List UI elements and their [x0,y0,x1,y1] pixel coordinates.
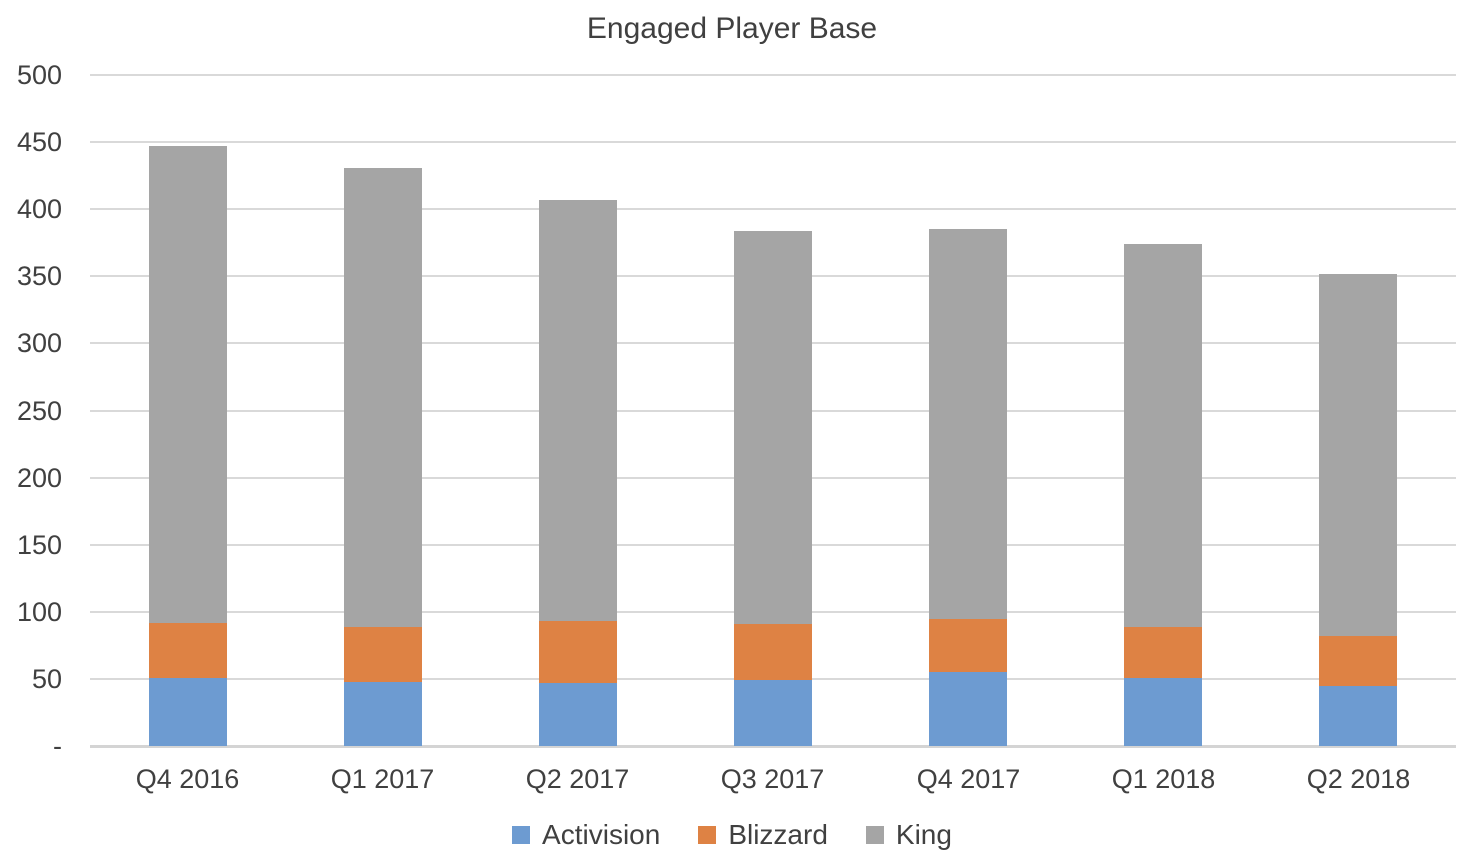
y-tick-label-450: 450 [16,127,62,157]
legend-item-activision: Activision [512,819,660,851]
gridline-400 [90,208,1456,210]
x-category-label-q2-2017: Q2 2017 [525,764,630,794]
x-category-label-q1-2018: Q1 2018 [1111,764,1216,794]
bar-segment-activision-q4-2017 [929,672,1007,746]
y-tick-label-100: 100 [16,597,62,627]
bar-segment-activision-q1-2018 [1124,677,1202,746]
bar-segment-blizzard-q1-2018 [1124,626,1202,678]
legend-swatch-king [865,826,884,844]
y-tick-label-500: 500 [16,60,62,90]
gridline-500 [90,74,1456,76]
bar-segment-activision-q4-2016 [149,677,227,746]
x-category-label-q4-2017: Q4 2017 [916,764,1021,794]
bar-stack-q2-2017 [539,199,617,746]
y-tick-label-300: 300 [16,328,62,358]
bar-segment-activision-q3-2017 [734,680,812,746]
bar-stack-q1-2018 [1124,244,1202,746]
bar-segment-king-q2-2018 [1319,273,1397,636]
x-category-label-q2-2018: Q2 2018 [1306,764,1411,794]
y-tick-label-350: 350 [16,261,62,291]
bar-segment-blizzard-q4-2017 [929,618,1007,673]
bar-segment-king-q4-2016 [149,146,227,623]
legend-label-activision: Activision [542,819,661,850]
gridline-450 [90,141,1456,143]
legend-label-blizzard: Blizzard [728,819,828,850]
bar-segment-blizzard-q2-2018 [1319,635,1397,686]
bar-segment-king-q4-2017 [929,229,1007,619]
bar-segment-king-q3-2017 [734,230,812,624]
y-tick-label-200: 200 [16,463,62,493]
chart-title: Engaged Player Base [586,12,878,45]
bar-segment-activision-q2-2018 [1319,685,1397,746]
y-tick-label-400: 400 [16,194,62,224]
bar-segment-activision-q2-2017 [539,682,617,746]
bar-segment-king-q1-2017 [344,167,422,627]
bars-layer [90,75,1456,746]
x-axis-line [90,745,1456,748]
legend-swatch-activision [512,826,531,844]
x-category-label-q4-2016: Q4 2016 [135,764,240,794]
bar-segment-blizzard-q1-2017 [344,626,422,682]
bar-segment-blizzard-q2-2017 [539,621,617,683]
y-tick-label-250: 250 [16,396,62,426]
y-tick-label-50: 50 [31,664,62,694]
bar-stack-q2-2018 [1319,273,1397,746]
y-tick-label-0: - [53,731,62,761]
legend: Activision Blizzard King [0,814,1464,856]
x-category-label-q1-2017: Q1 2017 [330,764,435,794]
bar-segment-king-q1-2018 [1124,244,1202,627]
bar-segment-blizzard-q3-2017 [734,623,812,681]
bar-stack-q1-2017 [344,167,422,746]
bar-segment-activision-q1-2017 [344,681,422,746]
bar-stack-q3-2017 [734,230,812,746]
legend-item-blizzard: Blizzard [698,819,828,851]
bar-segment-blizzard-q4-2016 [149,622,227,678]
legend-item-king: King [865,819,952,851]
legend-swatch-blizzard [698,826,717,844]
legend-label-king: King [895,819,952,850]
bar-segment-king-q2-2017 [539,199,617,622]
bar-stack-q4-2017 [929,229,1007,746]
y-tick-label-150: 150 [16,530,62,560]
bar-stack-q4-2016 [149,146,227,746]
x-category-label-q3-2017: Q3 2017 [720,764,825,794]
plot-area [90,74,1456,748]
